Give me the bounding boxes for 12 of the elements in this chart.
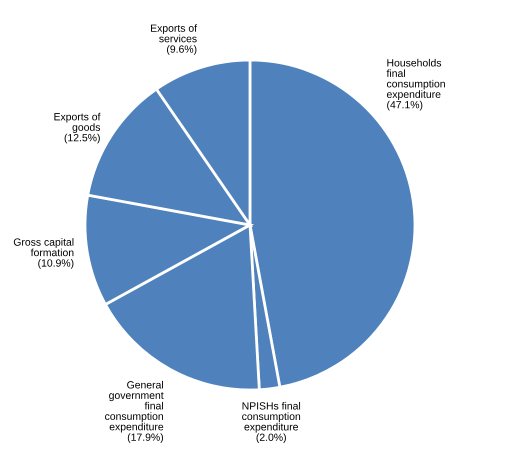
data-label: (9.6%) [167, 45, 196, 55]
slice-label: Gross capital formation [14, 238, 74, 256]
slice-label: Households final consumption expenditure [386, 58, 445, 100]
data-label: (17.9%) [128, 433, 164, 443]
slice-label: NPISHs final consumption expenditure [242, 402, 300, 433]
data-label: (47.1%) [387, 100, 422, 110]
data-label: (10.9%) [38, 259, 74, 269]
slice-label: Exports of services [151, 24, 198, 42]
slice-label: Exports of goods [54, 112, 100, 133]
slice-label: General government final consumption expenditure [105, 380, 164, 432]
data-label: (2.0%) [256, 433, 286, 444]
data-label: (12.5%) [64, 134, 100, 144]
